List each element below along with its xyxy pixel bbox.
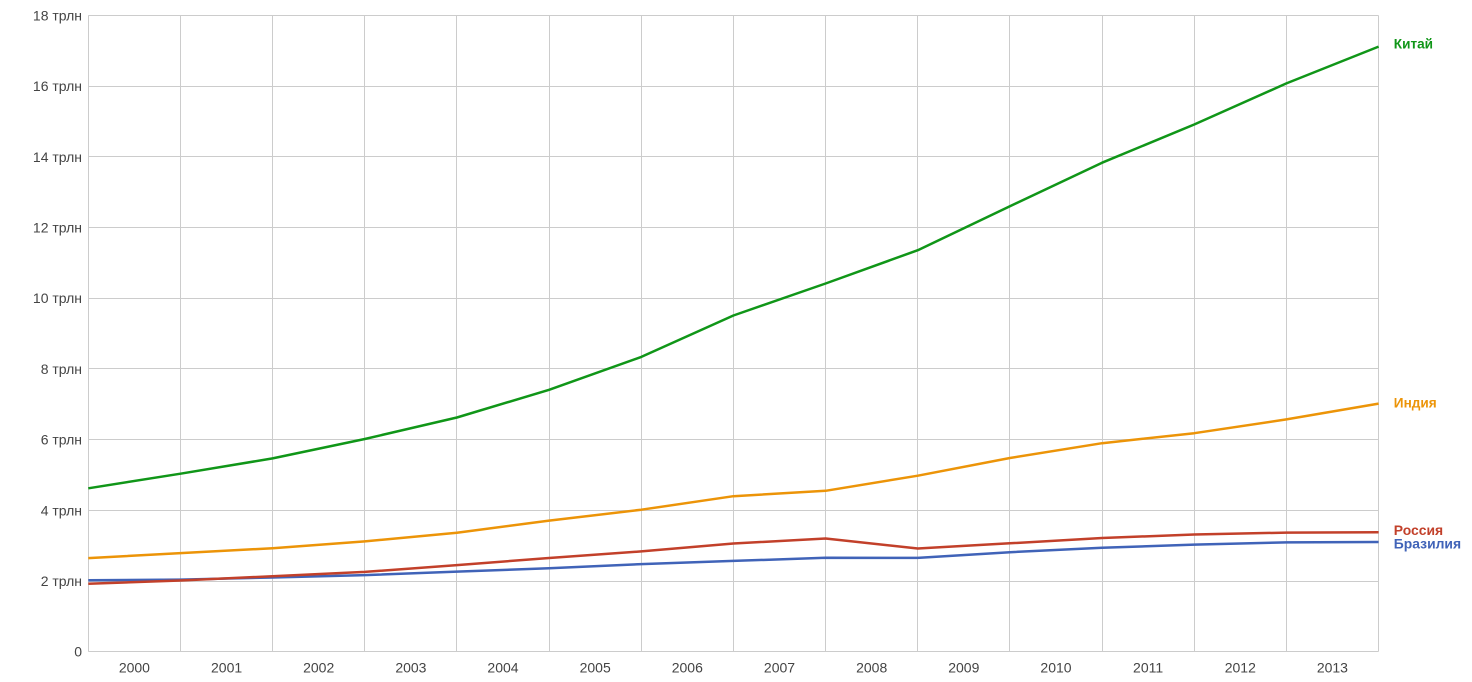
svg-text:Индия: Индия (1394, 396, 1437, 411)
svg-text:2006: 2006 (672, 660, 703, 676)
svg-text:10 трлн: 10 трлн (33, 290, 82, 306)
svg-text:4 трлн: 4 трлн (41, 502, 82, 518)
svg-text:2 трлн: 2 трлн (41, 573, 82, 589)
svg-text:14 трлн: 14 трлн (33, 149, 82, 165)
svg-text:12 трлн: 12 трлн (33, 220, 82, 236)
svg-text:2008: 2008 (856, 660, 887, 676)
svg-text:2001: 2001 (211, 660, 242, 676)
svg-text:2000: 2000 (119, 660, 150, 676)
svg-text:18 трлн: 18 трлн (33, 7, 82, 23)
svg-text:2012: 2012 (1225, 660, 1256, 676)
svg-text:2013: 2013 (1317, 660, 1348, 676)
svg-text:2003: 2003 (395, 660, 426, 676)
svg-text:2009: 2009 (948, 660, 979, 676)
svg-text:2011: 2011 (1133, 660, 1163, 676)
svg-text:Россия: Россия (1394, 522, 1443, 538)
svg-text:2005: 2005 (580, 660, 611, 676)
svg-text:Китай: Китай (1394, 37, 1433, 52)
svg-text:16 трлн: 16 трлн (33, 78, 82, 94)
svg-text:2002: 2002 (303, 660, 334, 676)
svg-text:6 трлн: 6 трлн (41, 432, 82, 448)
svg-text:Бразилия: Бразилия (1394, 535, 1461, 551)
svg-text:2007: 2007 (764, 660, 795, 676)
svg-text:0: 0 (74, 644, 82, 660)
svg-text:8 трлн: 8 трлн (41, 361, 82, 377)
svg-text:2010: 2010 (1040, 660, 1071, 676)
svg-text:2004: 2004 (487, 660, 518, 676)
